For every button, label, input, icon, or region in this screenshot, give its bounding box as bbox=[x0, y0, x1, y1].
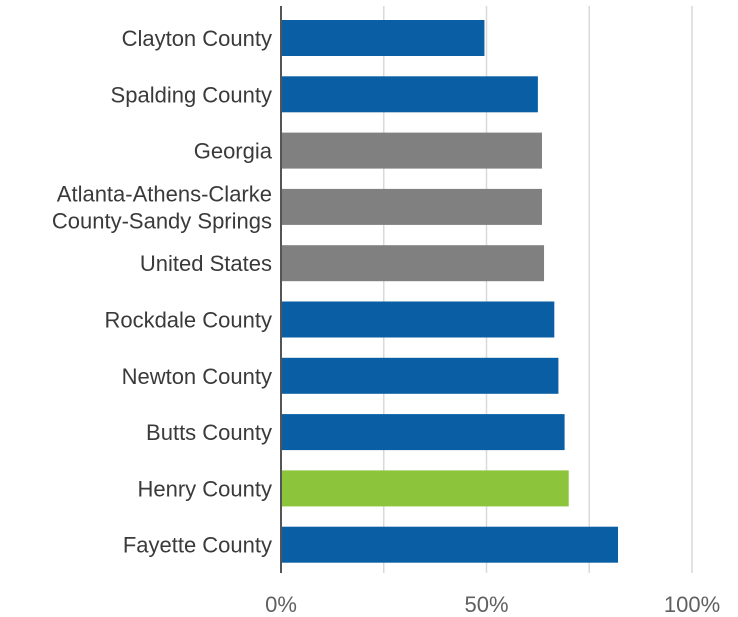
category-label: Atlanta-Athens-Clarke County-Sandy Spring… bbox=[52, 181, 272, 233]
x-tick-label: 0% bbox=[265, 592, 297, 617]
bar bbox=[281, 357, 559, 394]
category-label: Spalding County bbox=[111, 82, 272, 107]
x-tick-label: 50% bbox=[464, 592, 508, 617]
bar bbox=[281, 414, 565, 451]
bar bbox=[281, 470, 569, 507]
category-label: United States bbox=[140, 251, 272, 276]
bar bbox=[281, 20, 485, 56]
bar bbox=[281, 301, 555, 338]
bar bbox=[281, 132, 542, 169]
category-label: Rockdale County bbox=[104, 308, 272, 333]
x-tick-labels: 0% 50% 100% bbox=[265, 592, 720, 617]
category-label: Fayette County bbox=[123, 533, 272, 558]
bar bbox=[281, 76, 538, 113]
category-label: Newton County bbox=[122, 364, 272, 389]
bar bbox=[281, 188, 542, 225]
x-tick-label: 100% bbox=[664, 592, 720, 617]
category-label: Butts County bbox=[146, 420, 272, 445]
bar bbox=[281, 245, 545, 282]
bars bbox=[281, 20, 619, 563]
category-labels: Clayton County Spalding County Georgia Atla… bbox=[52, 26, 273, 558]
bar bbox=[281, 526, 619, 563]
category-label: Georgia bbox=[194, 139, 273, 164]
category-label: Henry County bbox=[137, 476, 272, 501]
category-label: Clayton County bbox=[122, 26, 272, 51]
